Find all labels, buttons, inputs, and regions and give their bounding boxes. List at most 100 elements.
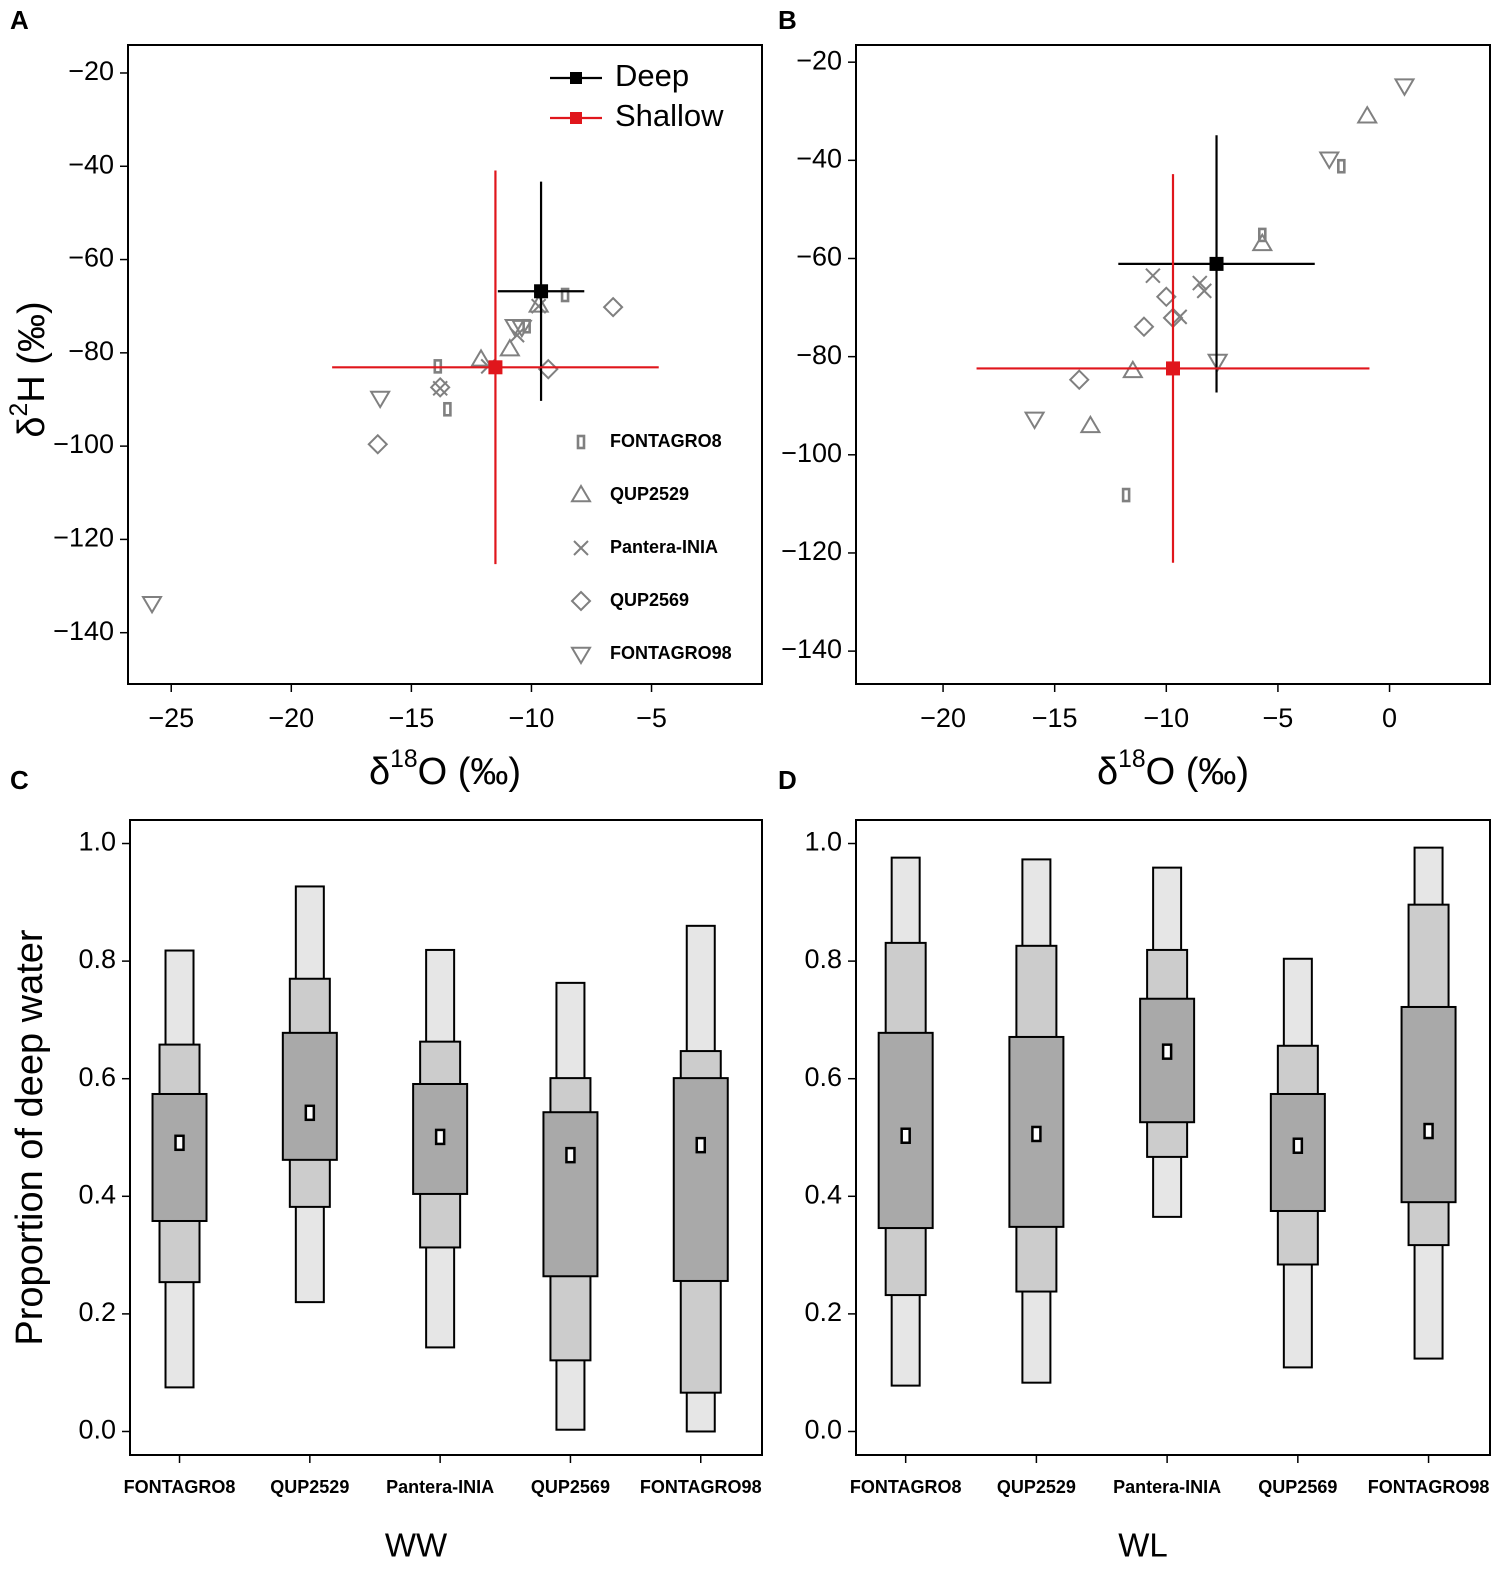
marker: [570, 590, 592, 612]
x-tick-label: −5: [1263, 703, 1294, 733]
y-tick-label: 0.0: [804, 1415, 842, 1445]
y-tick-label: 0.0: [78, 1415, 116, 1445]
x-tick-label: FONTAGRO98: [640, 1477, 762, 1497]
x-tick-label: QUP2529: [270, 1477, 349, 1497]
marker: [1122, 359, 1144, 379]
x-tick-label: −25: [148, 703, 194, 733]
label-rest: O (‰): [418, 751, 521, 793]
x-axis-label: WL: [1118, 1527, 1168, 1564]
median: [900, 1127, 911, 1144]
y-tick-label: −20: [796, 45, 842, 75]
source-mean: [1166, 361, 1180, 376]
median: [174, 1134, 185, 1152]
y-tick-label: −80: [68, 336, 114, 366]
label-prefix: δ: [1097, 751, 1118, 793]
interval-inner: [1139, 997, 1196, 1124]
y-tick-label: −120: [781, 536, 842, 566]
label-rest: H (‰): [11, 301, 53, 402]
panel-letter: C: [10, 765, 29, 795]
marker: [141, 596, 163, 615]
marker: [1356, 105, 1378, 124]
median: [1292, 1137, 1304, 1154]
marker: [560, 287, 570, 303]
y-tick-label: −100: [781, 438, 842, 468]
label-sup: 18: [390, 746, 417, 773]
marker: [1121, 487, 1131, 503]
y-tick-label: 0.8: [78, 944, 116, 974]
median: [1161, 1043, 1173, 1060]
y-tick-label: 0.2: [78, 1297, 116, 1327]
x-tick-label: −20: [920, 703, 966, 733]
marker: [1251, 232, 1274, 252]
x-tick-label: FONTAGRO98: [1368, 1477, 1490, 1497]
legend-label: Deep: [615, 58, 689, 93]
plot-frame: [127, 44, 763, 685]
source-mean: [534, 284, 549, 299]
median: [1031, 1125, 1042, 1143]
legend-symbol: [570, 112, 582, 124]
x-tick-label: Pantera-INIA: [1113, 1477, 1221, 1497]
x-tick-label: QUP2569: [531, 1477, 610, 1497]
legend-label: FONTAGRO98: [610, 643, 732, 663]
marker: [527, 294, 550, 313]
marker: [1318, 151, 1341, 170]
x-tick-label: Pantera-INIA: [386, 1477, 494, 1497]
label-prefix: δ: [11, 416, 53, 437]
x-tick-label: FONTAGRO8: [850, 1477, 962, 1497]
marker: [1145, 267, 1161, 284]
marker: [429, 376, 451, 398]
x-tick-label: −15: [1032, 703, 1078, 733]
y-tick-label: −20: [68, 56, 114, 86]
legend-symbol: [570, 72, 582, 84]
y-tick-label: −60: [796, 242, 842, 272]
x-tick-label: QUP2529: [997, 1477, 1076, 1497]
legend-label: QUP2569: [610, 590, 689, 610]
x-tick-label: −20: [268, 703, 314, 733]
source-mean: [1209, 256, 1224, 271]
x-tick-label: −5: [636, 703, 667, 733]
y-tick-label: −80: [796, 340, 842, 370]
plot-frame: [129, 819, 763, 1456]
marker: [1068, 369, 1090, 391]
median: [565, 1146, 576, 1164]
marker: [369, 390, 391, 410]
x-tick-label: −10: [509, 703, 555, 733]
source-mean: [488, 360, 503, 375]
interval-inner: [1269, 1092, 1326, 1212]
x-tick-label: QUP2569: [1258, 1477, 1337, 1497]
legend-label: Pantera-INIA: [610, 537, 718, 557]
marker: [1393, 78, 1416, 97]
y-tick-label: 0.6: [804, 1062, 842, 1092]
x-tick-label: −15: [388, 703, 434, 733]
marker: [1206, 353, 1229, 373]
marker: [470, 348, 492, 367]
median: [434, 1128, 446, 1146]
marker: [1192, 275, 1208, 291]
label-rest: O (‰): [1146, 751, 1249, 793]
interval-inner: [151, 1092, 208, 1222]
y-tick-label: −120: [53, 523, 114, 553]
marker: [570, 646, 592, 665]
legend-label: QUP2529: [610, 484, 689, 504]
marker: [443, 401, 452, 417]
x-tick-label: FONTAGRO8: [124, 1477, 236, 1497]
marker: [1257, 227, 1267, 243]
y-tick-label: 1.0: [804, 827, 842, 857]
interval-inner: [281, 1031, 338, 1161]
x-tick-label: 0: [1382, 703, 1397, 733]
y-tick-label: 0.2: [804, 1297, 842, 1327]
label-prefix: δ: [369, 751, 390, 793]
marker: [1337, 158, 1346, 174]
y-tick-label: 1.0: [78, 827, 116, 857]
marker: [530, 298, 547, 314]
interval-inner: [542, 1111, 599, 1278]
marker: [1079, 414, 1102, 434]
y-axis-label: δ2H (‰): [6, 301, 53, 437]
y-tick-label: 0.8: [804, 944, 842, 974]
plot-frame: [855, 44, 1491, 685]
marker: [576, 434, 586, 450]
y-tick-label: 0.4: [804, 1179, 842, 1209]
marker: [367, 433, 389, 455]
median: [695, 1136, 707, 1154]
